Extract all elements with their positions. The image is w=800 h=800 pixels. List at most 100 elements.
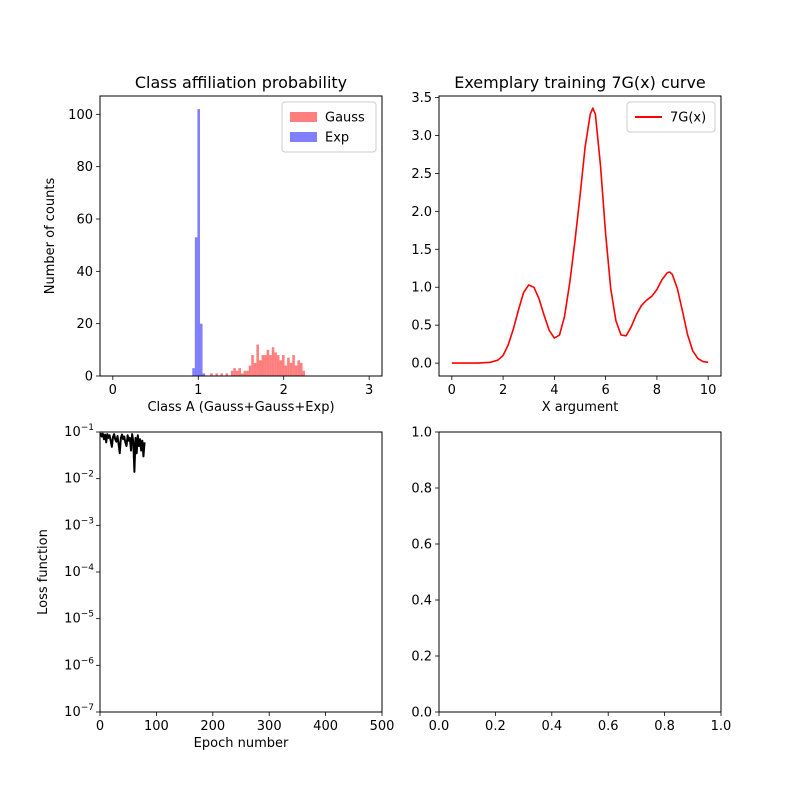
- y-tick-label: 2.5: [411, 167, 432, 182]
- x-tick-label: 0: [96, 719, 104, 734]
- histogram-bar-gauss-31: [299, 362, 303, 376]
- legend: Gauss Exp: [281, 101, 377, 153]
- y-axis-label: Loss function: [36, 529, 51, 615]
- x-tick-label: 0: [448, 383, 456, 398]
- y-tick-label: 10−2: [64, 470, 94, 487]
- x-axis-label: Class A (Gauss+Gauss+Exp): [147, 400, 334, 415]
- y-tick-label: 0.2: [411, 650, 432, 665]
- y-tick-label: 1.0: [411, 426, 432, 441]
- x-tick-label: 100: [144, 719, 169, 734]
- y-tick-label: 0: [85, 370, 93, 385]
- y-tick-label: 10−3: [64, 516, 94, 533]
- histogram-bar-gauss-26: [287, 357, 290, 376]
- histogram-bar-gauss-20: [271, 347, 275, 376]
- x-tick-label: 0.2: [485, 719, 506, 734]
- y-tick-label: 10−4: [64, 563, 94, 580]
- y-tick-label: 2.0: [411, 205, 432, 220]
- x-tick-label: 0.8: [654, 719, 675, 734]
- histogram-bar-gauss-10: [246, 370, 249, 376]
- y-tick-label: 40: [76, 265, 93, 280]
- histogram-bar-exp-1: [194, 237, 198, 376]
- legend-label: 7G(x): [670, 111, 706, 126]
- y-tick-label: 10−7: [64, 703, 94, 720]
- y-tick-label: 100: [68, 108, 93, 123]
- x-axis-label: X argument: [542, 400, 619, 415]
- histogram-bar-gauss-13: [253, 362, 257, 376]
- series-line-1: [451, 107, 709, 364]
- histogram-bar-gauss-6: [235, 370, 239, 376]
- histogram-bar-gauss-9: [243, 370, 247, 376]
- histogram-bar-gauss-29: [294, 365, 298, 376]
- legend-swatch-gauss: [290, 112, 317, 122]
- histogram-bar-gauss-32: [302, 370, 306, 376]
- histogram-bar-gauss-17: [264, 355, 267, 376]
- histogram-bar-exp-4: [202, 373, 206, 376]
- chart-title: Exemplary training 7G(x) curve: [454, 73, 706, 92]
- y-tick-label: 60: [76, 212, 93, 227]
- histogram-bar-gauss-11: [248, 365, 252, 376]
- histogram-bar-gauss-0: [210, 373, 213, 376]
- y-tick-label: 3.5: [411, 91, 432, 106]
- y-tick-label: 1.0: [411, 281, 432, 296]
- legend-label: Gauss: [325, 111, 365, 126]
- histogram-bar-gauss-14: [256, 344, 259, 376]
- axes-frame: [438, 95, 722, 377]
- x-tick-label: 2: [280, 383, 288, 398]
- histogram-bar-exp-3: [199, 323, 203, 376]
- legend-box: [626, 101, 716, 133]
- histogram-bar-gauss-28: [292, 355, 295, 376]
- histogram-bar-exp-0: [192, 368, 195, 376]
- plot-area: [100, 432, 146, 473]
- axes-frame: [99, 95, 383, 377]
- axes-frame: [438, 431, 722, 713]
- histogram-bar-gauss-23: [279, 360, 283, 376]
- x-tick-label: 0.6: [598, 719, 619, 734]
- x-tick-label: 400: [313, 719, 338, 734]
- x-tick-label: 200: [200, 719, 225, 734]
- histogram-bar-gauss-3: [225, 373, 229, 376]
- histogram-bar-gauss-27: [289, 362, 293, 376]
- y-tick-label: 1.5: [411, 243, 432, 258]
- legend-label: Exp: [325, 131, 349, 146]
- subplot-1: 0 1 2 3 0 20 40 60 80 100 Class affiliation probab…: [43, 73, 383, 415]
- histogram-bar-gauss-25: [284, 365, 288, 376]
- subplot-4: 0.0 0.2 0.4 0.6 0.8 1.0 0.0 0.2 0.4 0.6 0.8 1.0: [411, 426, 731, 735]
- y-tick-label: 10−5: [64, 610, 94, 627]
- x-tick-label: 6: [601, 383, 609, 398]
- x-tick-label: 500: [370, 719, 395, 734]
- histogram-bar-gauss-1: [215, 373, 218, 376]
- histogram-bar-gauss-19: [269, 355, 272, 376]
- y-tick-label: 0.6: [411, 538, 432, 553]
- histogram-bar-gauss-8: [241, 373, 244, 376]
- histogram-bar-gauss-18: [266, 349, 270, 376]
- y-tick-label: 80: [76, 160, 93, 175]
- histogram-bar-gauss-21: [274, 352, 277, 376]
- legend-swatch-exp: [290, 132, 317, 142]
- x-axis-label: Epoch number: [194, 736, 289, 751]
- histogram-bar-gauss-16: [261, 355, 265, 376]
- histogram-bar-gauss-4: [230, 370, 234, 376]
- x-tick-label: 0.0: [429, 719, 450, 734]
- x-tick-label: 300: [257, 719, 282, 734]
- y-tick-label: 10−6: [64, 656, 94, 673]
- plot-area: [192, 109, 306, 376]
- y-tick-label: 3.0: [411, 129, 432, 144]
- x-tick-label: 1: [194, 383, 202, 398]
- y-tick-label: 0.8: [411, 482, 432, 497]
- x-tick-label: 0.4: [541, 719, 562, 734]
- histogram-bar-gauss-30: [297, 360, 300, 376]
- y-axis-label: Number of counts: [43, 178, 58, 295]
- histogram-bar-gauss-5: [233, 368, 236, 376]
- x-tick-label: 8: [653, 383, 661, 398]
- subplot-3: 0 100 200 300 400 500 10−7 10−6 10−5 10−4 10−3 10−2…: [36, 423, 394, 751]
- series-line-1: [100, 432, 146, 473]
- y-tick-label: 20: [76, 317, 93, 332]
- histogram-bar-gauss-12: [251, 355, 254, 376]
- x-tick-label: 0: [109, 383, 117, 398]
- y-tick-label: 0.4: [411, 594, 432, 609]
- y-tick-label: 0.0: [411, 357, 432, 372]
- x-tick-label: 3: [365, 383, 373, 398]
- histogram-bar-gauss-15: [258, 360, 262, 376]
- histogram-bar-exp-2: [197, 109, 200, 376]
